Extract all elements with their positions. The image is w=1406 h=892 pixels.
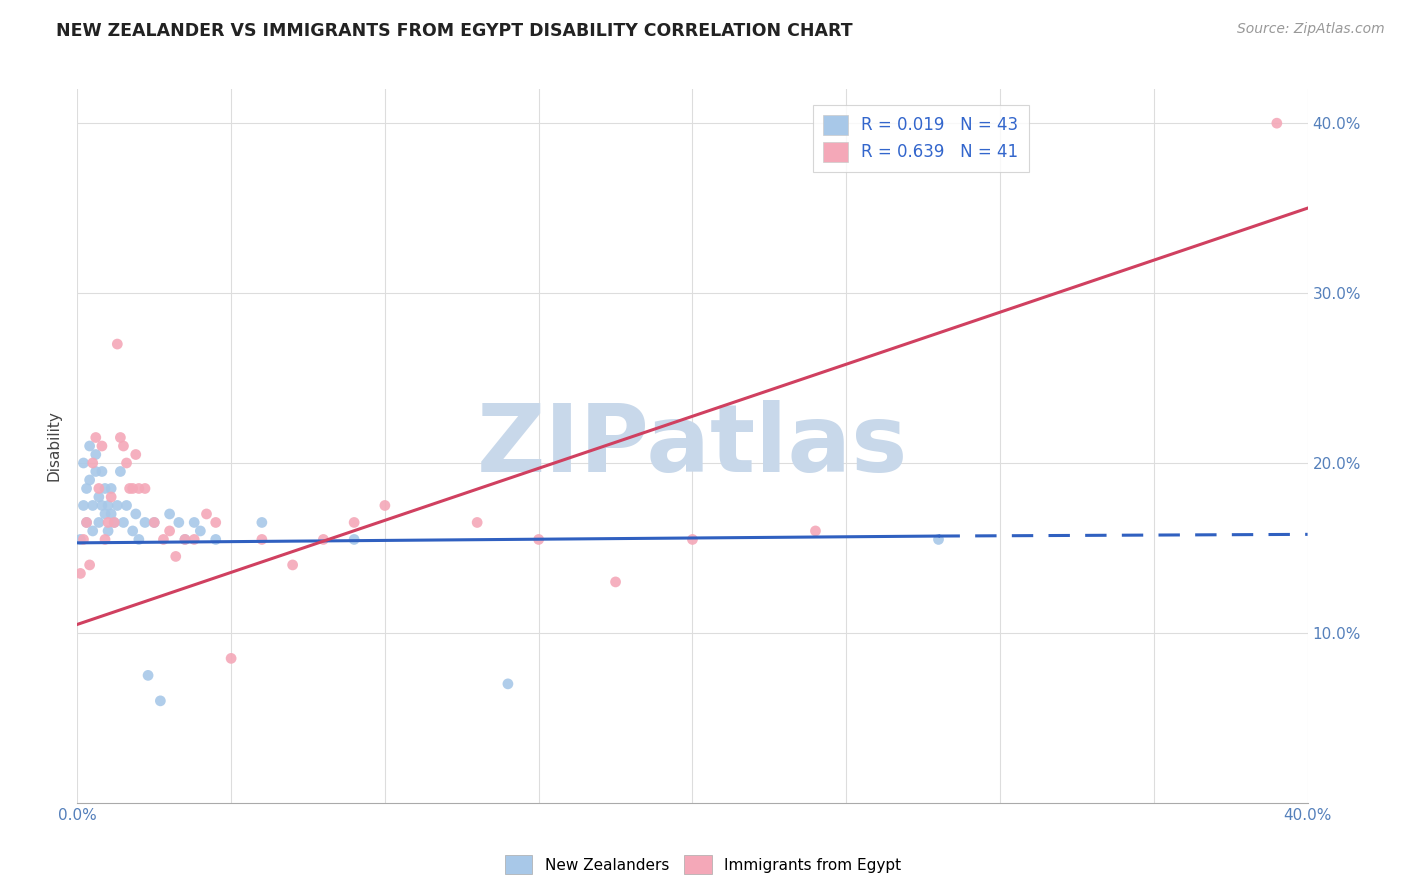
Point (105, 499, 128, 513)
Point (165, 549, 187, 564)
Point (496, 677, 519, 691)
Point (250, 516, 273, 530)
Point (312, 533, 335, 547)
Point (82, 456, 104, 470)
Point (100, 482, 122, 496)
Point (100, 490, 122, 504)
Point (97, 524, 120, 538)
Point (72, 533, 94, 547)
Point (159, 507, 181, 521)
Point (87, 490, 110, 504)
Point (118, 482, 141, 496)
Point (76, 516, 98, 530)
Point (84, 430, 107, 444)
Point (128, 533, 150, 547)
Point (110, 430, 132, 444)
Point (90, 439, 114, 453)
Text: Source: ZipAtlas.com: Source: ZipAtlas.com (1237, 22, 1385, 37)
Point (79, 439, 101, 453)
Point (174, 533, 197, 547)
Point (110, 465, 132, 479)
Point (159, 524, 181, 538)
Point (804, 524, 827, 538)
Point (100, 507, 122, 521)
Point (682, 533, 704, 547)
Point (188, 524, 212, 538)
Point (94, 507, 117, 521)
Point (115, 499, 138, 513)
Point (125, 507, 148, 521)
Point (174, 533, 197, 547)
Point (79, 558, 101, 572)
Point (128, 482, 150, 496)
Point (69, 533, 91, 547)
Point (76, 516, 98, 530)
Point (152, 533, 174, 547)
Point (121, 482, 143, 496)
Point (94, 533, 117, 547)
Point (87, 482, 110, 496)
Point (527, 533, 550, 547)
Point (84, 465, 107, 479)
Point (90, 499, 114, 513)
Point (183, 516, 205, 530)
Point (250, 533, 273, 547)
Point (72, 499, 94, 513)
Point (97, 516, 120, 530)
Point (134, 482, 156, 496)
Point (103, 516, 125, 530)
Point (136, 668, 159, 682)
Point (219, 651, 242, 665)
Point (69, 566, 91, 581)
Legend: R = 0.019   N = 43, R = 0.639   N = 41: R = 0.019 N = 43, R = 0.639 N = 41 (813, 104, 1029, 172)
Point (112, 439, 135, 453)
Point (1265, 116, 1288, 130)
Text: ZIPatlas: ZIPatlas (477, 400, 908, 492)
Point (204, 533, 226, 547)
Point (149, 694, 172, 708)
Point (112, 516, 135, 530)
Point (90, 465, 114, 479)
Point (195, 507, 218, 521)
Point (343, 516, 366, 530)
Point (143, 516, 166, 530)
Legend: New Zealanders, Immigrants from Egypt: New Zealanders, Immigrants from Egypt (499, 849, 907, 880)
Point (87, 516, 110, 530)
Point (125, 448, 148, 462)
Point (928, 533, 950, 547)
Point (143, 516, 166, 530)
Point (167, 516, 190, 530)
Point (84, 448, 107, 462)
Point (82, 524, 104, 538)
Point (605, 574, 627, 589)
Point (82, 499, 104, 513)
Y-axis label: Disability: Disability (46, 410, 62, 482)
Point (204, 516, 226, 530)
Point (343, 533, 366, 547)
Point (183, 533, 205, 547)
Point (79, 473, 101, 487)
Point (465, 516, 488, 530)
Point (121, 524, 143, 538)
Point (281, 558, 304, 572)
Text: NEW ZEALANDER VS IMMIGRANTS FROM EGYPT DISABILITY CORRELATION CHART: NEW ZEALANDER VS IMMIGRANTS FROM EGYPT D… (56, 22, 853, 40)
Point (103, 516, 125, 530)
Point (105, 337, 128, 351)
Point (97, 499, 120, 513)
Point (115, 456, 138, 470)
Point (134, 516, 156, 530)
Point (72, 456, 94, 470)
Point (94, 482, 117, 496)
Point (76, 482, 98, 496)
Point (374, 499, 396, 513)
